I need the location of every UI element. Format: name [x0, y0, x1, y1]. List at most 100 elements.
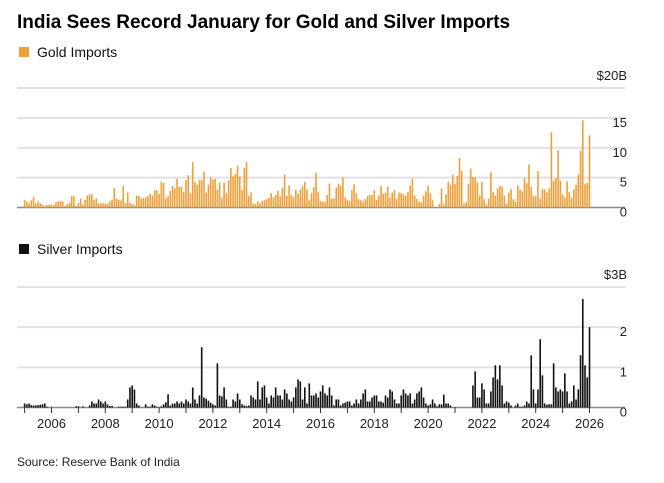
silver-bar — [111, 405, 113, 408]
silver-bar — [581, 299, 584, 408]
gold-bar — [494, 195, 497, 208]
gold-ytick-label: 0 — [620, 205, 627, 220]
silver-bar — [207, 400, 210, 408]
silver-bar — [377, 401, 380, 408]
gold-bar — [546, 192, 548, 208]
gold-bar — [212, 179, 214, 208]
silver-bar — [420, 387, 423, 408]
silver-bar — [521, 406, 524, 408]
gold-ytick-label: $20B — [597, 68, 627, 83]
silver-bar — [212, 404, 214, 408]
silver-bar — [46, 406, 48, 408]
gold-bar — [474, 177, 476, 208]
silver-bar — [151, 404, 154, 408]
gold-bar — [438, 203, 441, 208]
silver-bar — [360, 399, 362, 408]
gold-bar — [207, 184, 210, 208]
silver-bar — [514, 405, 517, 408]
gold-bar — [185, 180, 187, 208]
gold-bar — [516, 185, 519, 208]
silver-bar — [501, 385, 503, 408]
silver-bar — [171, 403, 174, 408]
gold-bar — [326, 194, 329, 208]
silver-bar — [30, 405, 33, 408]
silver-bar — [250, 395, 252, 408]
silver-bar — [483, 389, 485, 408]
x-tick-label: 2010 — [145, 416, 174, 431]
silver-bar — [77, 406, 80, 408]
silver-bar — [326, 395, 329, 408]
gold-bar — [144, 197, 147, 208]
silver-bar — [239, 399, 241, 408]
silver-bar — [75, 406, 77, 408]
gold-bar — [48, 204, 51, 208]
gold-bar — [496, 188, 499, 208]
gold-bar — [292, 196, 295, 208]
silver-bar — [178, 403, 181, 408]
silver-bar — [259, 399, 261, 408]
silver-bar — [449, 405, 452, 408]
silver-bar — [402, 389, 405, 408]
gold-bar — [297, 193, 299, 208]
gold-bar — [243, 168, 246, 208]
gold-bar — [499, 185, 501, 208]
x-tick-label: 2012 — [198, 416, 227, 431]
gold-bar — [523, 178, 526, 208]
gold-legend-label: Gold Imports — [37, 44, 117, 60]
gold-bar — [333, 198, 335, 208]
silver-bar — [28, 403, 30, 408]
gold-bar — [584, 184, 586, 208]
gold-bar — [577, 174, 580, 208]
gold-bar — [310, 193, 313, 208]
silver-bar — [321, 385, 324, 408]
silver-bar — [283, 389, 286, 408]
silver-bar — [561, 391, 564, 408]
silver-bar — [487, 403, 490, 408]
silver-bar — [499, 365, 501, 408]
silver-bar — [534, 403, 537, 408]
gold-bar — [319, 200, 322, 208]
gold-bar — [467, 183, 470, 208]
gold-bar — [194, 181, 196, 208]
gold-bar — [259, 203, 261, 208]
gold-bar — [476, 182, 479, 208]
gold-bar — [465, 202, 468, 208]
silver-bar — [398, 403, 400, 408]
silver-bar — [117, 406, 120, 408]
silver-bar — [205, 398, 207, 408]
source-note: Source: Reserve Bank of India — [17, 455, 180, 469]
silver-bar — [353, 403, 355, 408]
silver-bar — [373, 395, 376, 408]
gold-bar — [512, 199, 515, 208]
silver-bar — [503, 403, 506, 408]
silver-bar — [182, 403, 185, 408]
silver-bar — [308, 383, 311, 408]
gold-bar — [581, 120, 584, 208]
silver-bar — [180, 401, 183, 408]
gold-bar — [52, 205, 55, 208]
silver-bar — [295, 387, 297, 408]
silver-bar — [104, 401, 107, 408]
silver-bar — [281, 399, 284, 408]
gold-bar — [460, 171, 463, 208]
gold-bar — [346, 199, 349, 208]
gold-bar — [425, 191, 427, 208]
silver-bar — [254, 399, 257, 408]
silver-bar — [304, 387, 306, 408]
silver-bar — [218, 395, 221, 408]
silver-bar — [552, 363, 555, 408]
silver-bar — [256, 381, 259, 408]
gold-bar — [404, 195, 407, 208]
silver-bar — [573, 385, 575, 408]
gold-bar — [321, 201, 324, 208]
silver-bar — [290, 401, 293, 408]
gold-bar — [236, 165, 239, 208]
silver-bar — [126, 399, 129, 408]
gold-bar — [422, 195, 425, 208]
gold-bar — [588, 135, 591, 208]
gold-bar — [84, 199, 86, 208]
gold-bar — [263, 199, 266, 208]
silver-bar — [135, 403, 138, 408]
gold-bar — [386, 186, 389, 208]
chart-title: India Sees Record January for Gold and S… — [17, 12, 510, 33]
